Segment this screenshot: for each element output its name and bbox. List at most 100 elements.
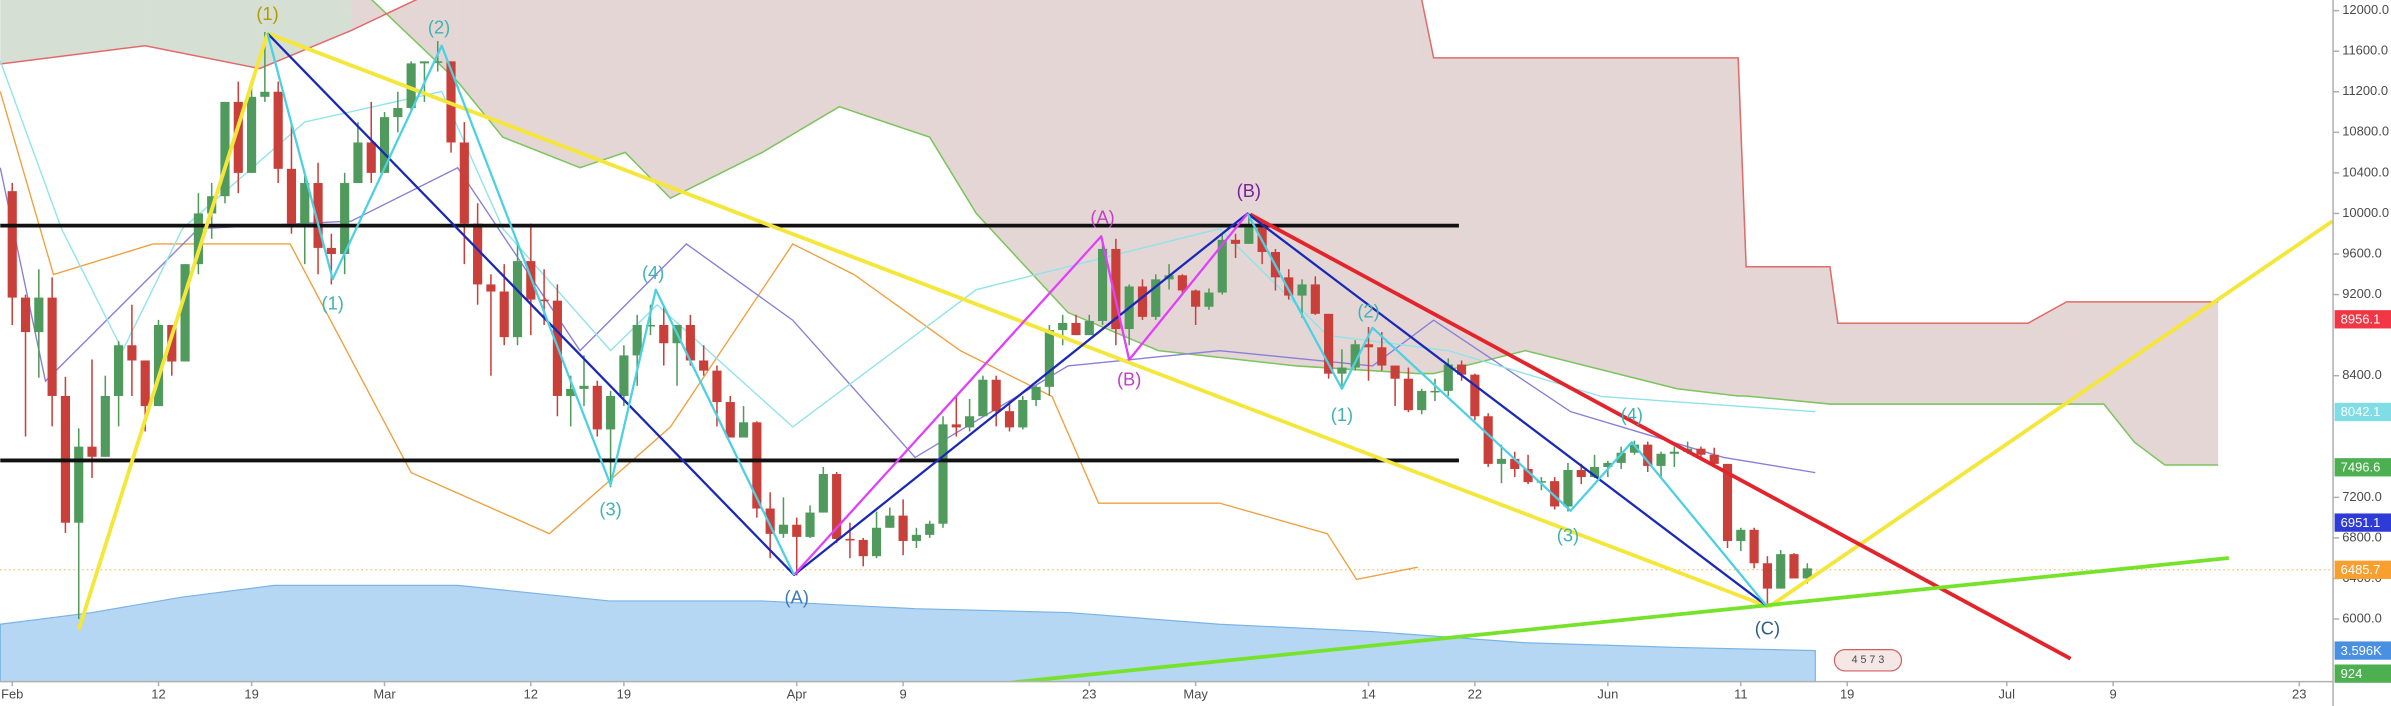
price-badge [2334,513,2391,532]
candle-body [512,261,523,338]
wave-label: (1) [256,3,278,24]
wave-label: (C) [1755,618,1780,639]
candle-body [34,297,44,333]
candle-body [1762,563,1772,589]
wave-label: (4) [1621,404,1643,425]
candle-body [1643,444,1653,466]
x-tick-label: 14 [1361,687,1375,702]
candle-body [393,107,403,118]
candle-body [566,388,576,396]
candle-body [87,446,97,457]
candle-body [659,324,669,344]
price-badge [2334,664,2391,683]
candle-body [1137,286,1148,317]
candle-body [114,345,124,396]
candle-body [1204,292,1214,307]
candle-body [1044,330,1054,387]
y-tick-label: 10400.0 [2342,164,2389,179]
wave-label: (B) [1237,180,1261,201]
candle-body [1177,275,1187,291]
y-tick-label: 9600.0 [2342,245,2382,260]
candle-body [1510,458,1520,469]
price-badge-label: 8042.1 [2341,404,2381,419]
candle-body [951,424,961,428]
candle-body [991,379,1001,412]
candle-body [366,142,376,173]
y-tick-label: 6000.0 [2342,610,2382,625]
candle-body [300,183,310,224]
candle-body [273,91,283,169]
candle-body [632,324,642,356]
x-tick-label: 23 [2292,687,2306,702]
x-tick-label: 11 [1734,687,1747,702]
candle-body [1230,239,1241,244]
candle-body [885,515,895,528]
candle-body [247,96,257,173]
candle-body [1696,448,1706,455]
candle-body [1058,322,1068,331]
x-tick-label: Feb [1,687,23,702]
cloud-segment [1738,57,1747,396]
candle-body [1736,529,1746,541]
event-badge-shape [1833,648,1903,672]
plot-area: (1) (2) (1) (3) (4) (A) (A) (B) (B) (1) (2) (3) (4) (… [0,0,2334,682]
wave-label: (2) [428,17,450,38]
candle-body [725,402,735,438]
candle-body [7,191,17,298]
cloud-segment [457,0,503,138]
cloud-segment [625,0,671,199]
candle-body [645,324,656,327]
candle-body [486,284,496,292]
candle-body [1217,239,1227,293]
x-tick-label: 9 [2110,687,2117,702]
candle-body [1669,451,1679,454]
candle-body [499,291,509,338]
candle-body [1151,279,1161,317]
candle-body [765,508,775,534]
cloud-segment [1746,266,1830,405]
candle-body [1589,466,1600,478]
candle-body [1616,452,1626,463]
cloud-segment [502,0,581,168]
candle-body [180,264,190,362]
price-badge-label: 924 [2341,666,2363,681]
cloud-segment [1829,266,1838,405]
candle-body [1536,481,1546,483]
cloud-span-b-line [0,0,2219,325]
candle-body [1390,365,1400,379]
trend-line [793,212,1249,576]
cloud-segment [1417,0,1434,374]
candle-body [140,360,150,407]
candle-body [1084,320,1094,336]
trend-line [1002,556,2230,682]
candle-body [1097,248,1108,321]
candle-body [1403,378,1413,411]
wave-label: (3) [1557,525,1579,546]
y-tick-label: 8400.0 [2342,367,2382,382]
candle-body [1470,374,1480,417]
x-tick-label: Mar [373,687,396,702]
price-badge-label: 6951.1 [2341,515,2381,530]
wave-label: (A) [1090,206,1114,227]
candle-body [1350,344,1360,368]
x-tick-label: 12 [524,687,538,702]
candle-body [406,63,416,108]
candle-body [1324,313,1334,374]
cloud-segment [259,0,352,69]
candle-body [1749,529,1759,564]
cloud-segment [929,0,977,214]
candle-body [606,395,616,430]
cloud-segment [580,0,626,168]
candle-body [978,379,988,417]
wave-label: (B) [1117,369,1141,390]
candle-body [539,299,549,302]
candle-body [1550,481,1560,507]
candle-body [313,183,323,248]
candle-body [579,385,589,389]
candle-body [1603,462,1613,467]
y-tick-label: 12000.0 [2342,2,2389,17]
trend-line [266,33,796,576]
volume-area [0,584,1816,682]
candle-body [193,213,203,265]
